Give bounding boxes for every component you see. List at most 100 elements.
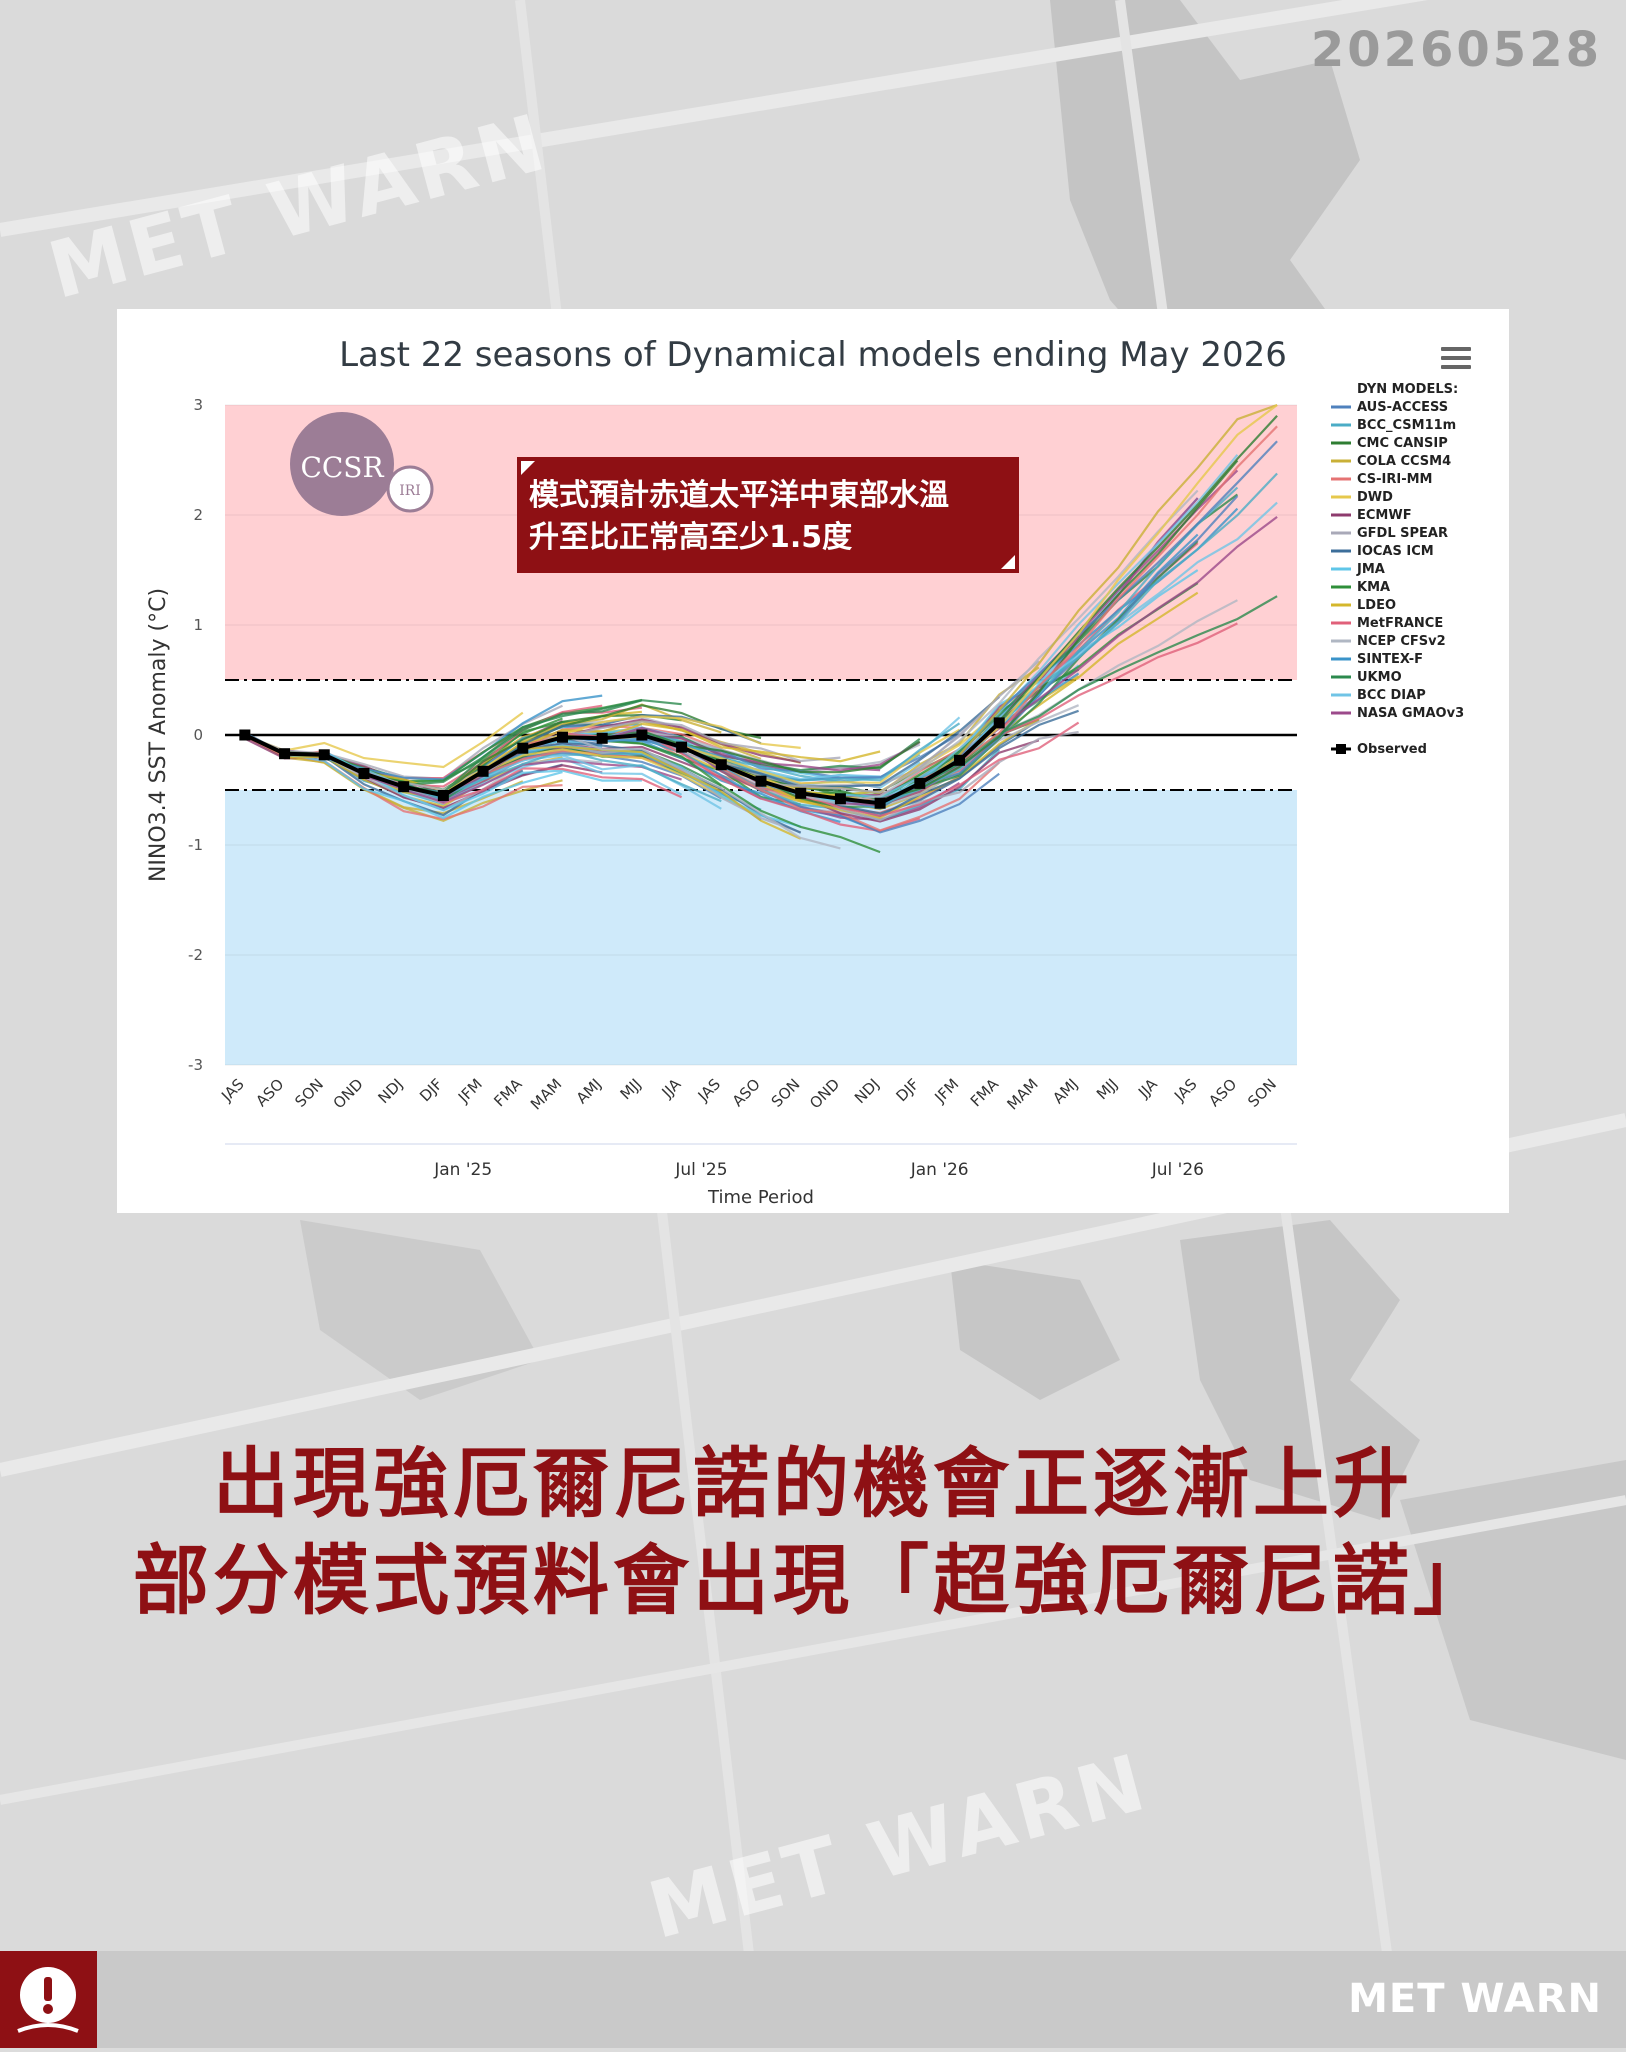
observed-point xyxy=(279,748,291,760)
observed-point xyxy=(239,729,251,741)
model-forecast-line xyxy=(760,660,1040,794)
x-tick-label: NDJ xyxy=(851,1075,883,1107)
y-tick-label: 3 xyxy=(193,396,203,414)
observed-point xyxy=(358,768,370,779)
legend-label: NCEP CFSv2 xyxy=(1357,634,1446,649)
x-tick-label: JJA xyxy=(658,1075,685,1102)
headline-line-1: 出現強厄爾尼諾的機會正逐漸上升 xyxy=(213,1439,1413,1528)
x-tick-label: SON xyxy=(1244,1075,1280,1111)
observed-point xyxy=(636,729,648,741)
x-axis-title: Time Period xyxy=(707,1187,814,1208)
headline-line-2: 部分模式預料會出現「超強厄爾尼諾」 xyxy=(133,1536,1493,1625)
model-forecast-line xyxy=(840,489,1199,803)
y-tick-label: -1 xyxy=(188,836,203,854)
model-forecast-line xyxy=(442,749,722,803)
observed-point xyxy=(914,777,926,789)
model-forecast-line xyxy=(919,425,1278,782)
observed-point xyxy=(477,765,489,777)
x-tick-label: SON xyxy=(768,1075,804,1111)
model-forecast-line xyxy=(522,715,801,752)
x-tick-label: OND xyxy=(806,1075,843,1112)
legend-label: MetFRANCE xyxy=(1357,616,1443,631)
chart-menu-icon[interactable] xyxy=(1441,347,1471,369)
model-forecast-line xyxy=(721,696,1000,789)
chart-card: Last 22 seasons of Dynamical models endi… xyxy=(117,309,1509,1213)
legend-label: CMC CANSIP xyxy=(1357,436,1448,451)
x-tick-label: AMJ xyxy=(573,1075,605,1107)
x-tick-label: JAS xyxy=(694,1075,724,1105)
y-tick-label: 2 xyxy=(193,506,203,524)
legend-label: JMA xyxy=(1356,562,1385,577)
date-axis-label: Jul '26 xyxy=(1151,1160,1204,1180)
footer-bar xyxy=(0,1951,1626,2048)
warning-icon xyxy=(17,1967,79,2033)
annotation-line-2: 升至比正常高至少1.5度 xyxy=(529,520,852,555)
observed-line xyxy=(244,721,1001,806)
chart-title: Last 22 seasons of Dynamical models endi… xyxy=(339,335,1287,375)
observed-point xyxy=(676,741,688,753)
x-tick-label: ASO xyxy=(729,1075,764,1110)
model-forecast-line xyxy=(403,767,683,805)
x-tick-label: MAM xyxy=(1003,1075,1041,1113)
legend-label: KMA xyxy=(1357,580,1390,595)
date-axis-label: Jan '25 xyxy=(433,1160,492,1180)
x-tick-label: ASO xyxy=(1205,1075,1240,1110)
legend-label: GFDL SPEAR xyxy=(1357,526,1448,541)
x-tick-label: AMJ xyxy=(1049,1075,1081,1107)
annotation-corner-tl xyxy=(521,461,535,475)
ccsr-logo-text: CCSR xyxy=(300,451,384,484)
legend-title: DYN MODELS: xyxy=(1357,382,1458,397)
legend-label: UKMO xyxy=(1357,670,1402,685)
x-tick-label: JAS xyxy=(217,1075,247,1105)
observed-point xyxy=(874,797,886,809)
x-tick-label: DJF xyxy=(416,1075,446,1105)
annotation-corner-br xyxy=(1001,555,1015,569)
x-tick-label: JJA xyxy=(1134,1075,1161,1102)
date-axis-label: Jan '26 xyxy=(910,1160,969,1180)
date-axis-label: Jul '25 xyxy=(674,1160,727,1180)
legend-label: CS-IRI-MM xyxy=(1357,472,1433,487)
model-forecast-line xyxy=(681,728,961,785)
model-forecast-line xyxy=(244,711,524,769)
model-forecast-line xyxy=(562,733,841,850)
x-tick-label: DJF xyxy=(893,1075,923,1105)
x-tick-label: FMA xyxy=(967,1075,1003,1111)
model-forecast-line xyxy=(601,722,881,763)
model-forecast-line xyxy=(800,721,1080,818)
y-axis-title: NINO3.4 SST Anomaly (°C) xyxy=(146,588,171,882)
x-tick-label: JFM xyxy=(931,1075,963,1107)
model-forecast-line xyxy=(919,403,1278,786)
legend-marker-observed xyxy=(1336,744,1346,754)
legend-label: LDEO xyxy=(1357,598,1396,613)
annotation-box xyxy=(517,457,1019,573)
iri-logo-text: IRI xyxy=(399,483,421,499)
model-forecast-line xyxy=(602,739,881,854)
x-tick-label: NDJ xyxy=(375,1075,407,1107)
footer-logo xyxy=(0,1951,97,2048)
x-tick-label: JAS xyxy=(1170,1075,1200,1105)
model-forecast-line xyxy=(403,699,682,794)
observed-point xyxy=(755,775,767,787)
model-forecast-line xyxy=(284,752,563,820)
x-tick-label: MJJ xyxy=(617,1075,645,1103)
legend-label: BCC_CSM11m xyxy=(1357,418,1456,433)
legend-label: IOCAS ICM xyxy=(1357,544,1434,559)
observed-point xyxy=(795,787,807,799)
y-tick-label: -3 xyxy=(188,1056,203,1074)
y-tick-label: 1 xyxy=(193,616,203,634)
observed-point xyxy=(517,742,529,754)
y-tick-label: -2 xyxy=(188,946,203,964)
footer-brand: MET WARN xyxy=(1348,1976,1602,2022)
cool-band xyxy=(225,790,1297,1065)
model-forecast-line xyxy=(760,739,1040,823)
observed-point xyxy=(398,781,410,793)
y-tick-label: 0 xyxy=(193,726,203,744)
observed-point xyxy=(596,732,608,744)
observed-point xyxy=(437,790,449,801)
x-tick-label: MAM xyxy=(527,1075,565,1113)
model-forecast-line xyxy=(800,730,1079,822)
legend-label: DWD xyxy=(1357,490,1393,505)
legend-label: SINTEX-F xyxy=(1357,652,1423,667)
model-forecast-line xyxy=(760,718,1040,820)
